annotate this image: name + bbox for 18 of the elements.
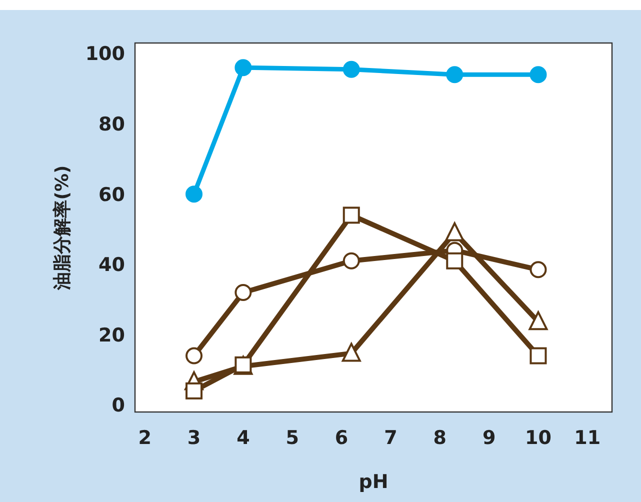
y-axis-title: 油脂分解率(%) xyxy=(52,165,73,291)
x-tick-label: 5 xyxy=(286,427,299,449)
x-tick-label: 6 xyxy=(334,427,348,449)
x-axis-title: pH xyxy=(358,471,388,493)
x-tick-label: 2 xyxy=(138,427,152,449)
x-tick-label: 11 xyxy=(574,427,601,449)
x-tick-label: 7 xyxy=(384,427,398,449)
x-tick-label: 10 xyxy=(525,427,552,449)
y-tick-label: 40 xyxy=(98,254,125,276)
x-tick-label: 8 xyxy=(433,427,447,449)
y-tick-label: 60 xyxy=(98,184,125,206)
x-tick-label: 4 xyxy=(236,427,250,449)
y-tick-label: 20 xyxy=(98,324,125,346)
y-tick-label: 0 xyxy=(112,394,125,417)
y-tick-label: 100 xyxy=(85,43,125,66)
y-tick-label: 80 xyxy=(98,113,125,136)
x-tick-label: 3 xyxy=(187,427,201,449)
x-tick-label: 9 xyxy=(482,427,496,449)
